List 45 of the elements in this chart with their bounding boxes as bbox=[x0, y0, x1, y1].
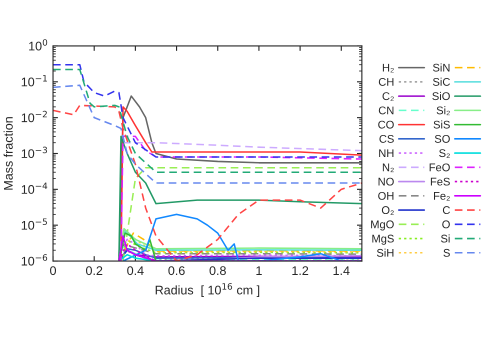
legend-label: SO bbox=[434, 134, 450, 143]
legend-label: N₂ bbox=[382, 164, 394, 172]
legend-label: Si bbox=[440, 234, 450, 243]
legend-label: SiC bbox=[432, 78, 450, 86]
legend-label: H₂ bbox=[382, 64, 394, 72]
legend-label: CO bbox=[378, 120, 394, 129]
legend-label: SiH bbox=[376, 248, 394, 257]
x-tick-label: 1 bbox=[256, 266, 262, 275]
legend-label: FeS bbox=[430, 178, 450, 186]
x-tick-label: 1.4 bbox=[334, 266, 350, 275]
legend-label: S₂ bbox=[439, 149, 450, 158]
y-tick-label: 10$^{−2}$ bbox=[22, 110, 47, 122]
legend-label: FeO bbox=[430, 163, 450, 172]
legend-label: CS bbox=[379, 134, 394, 143]
y-tick-label: 10$^{−5}$ bbox=[22, 218, 47, 230]
legend-label: NO bbox=[378, 178, 394, 186]
legend-label: C bbox=[442, 206, 450, 214]
legend-label: CN bbox=[378, 106, 394, 114]
y-axis-title: Mass fraction bbox=[4, 117, 13, 190]
legend-label: O bbox=[442, 220, 450, 228]
legend-label: SiO bbox=[432, 92, 450, 100]
legend-label: S bbox=[443, 248, 450, 257]
x-tick-label: 0.2 bbox=[86, 266, 102, 276]
y-tick-label: 10$^{−3}$ bbox=[22, 146, 48, 158]
y-tick-label: 10$^{−1}$ bbox=[22, 75, 47, 86]
legend-label: SiS bbox=[434, 120, 450, 129]
x-axis-title: Radius [ 10$^{16}$ cm ] bbox=[156, 283, 260, 297]
x-tick-label: 1.2 bbox=[292, 266, 308, 275]
legend-label: O₂ bbox=[382, 206, 394, 215]
x-tick-label: 0 bbox=[50, 266, 56, 276]
legend-label: MgO bbox=[371, 220, 394, 230]
y-tick-label: 10$^{−6}$ bbox=[22, 254, 48, 266]
x-tick-label: 0.8 bbox=[210, 266, 226, 276]
x-tick-label: 0.4 bbox=[127, 266, 144, 276]
legend-label: NH bbox=[379, 149, 394, 157]
y-tick-label: 10$^{−4}$ bbox=[22, 182, 48, 194]
legend-label: Fe₂ bbox=[434, 192, 450, 201]
legend-label: CH bbox=[378, 78, 394, 86]
legend-label: Si₂ bbox=[436, 106, 450, 116]
legend-label: OH bbox=[378, 192, 394, 200]
legend-label: SiN bbox=[432, 63, 450, 72]
y-tick-label: 10$^{0}$ bbox=[29, 39, 48, 51]
x-tick-label: 0.6 bbox=[168, 266, 185, 276]
legend-label: MgS bbox=[372, 234, 394, 245]
legend-label: C₂ bbox=[382, 92, 394, 101]
